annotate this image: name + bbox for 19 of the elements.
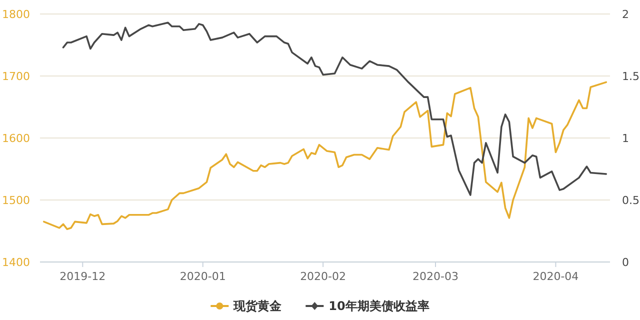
- x-tick-label: 2019-12: [60, 270, 106, 283]
- y-tick-label: 1800: [2, 8, 30, 21]
- y2-tick-label: 0.5: [622, 194, 640, 207]
- y2-tick-label: 1.5: [622, 70, 640, 83]
- legend-label: 10年期美债收益率: [328, 299, 430, 313]
- x-tick-label: 2020-04: [532, 270, 579, 283]
- y-tick-label: 1600: [2, 132, 30, 145]
- x-tick-label: 2020-01: [180, 270, 226, 283]
- y2-tick-label: 2: [622, 8, 629, 21]
- y-tick-label: 1500: [2, 194, 30, 207]
- line-series: [62, 22, 608, 196]
- y-tick-label: 1700: [2, 70, 30, 83]
- legend-label: 现货黄金: [232, 299, 283, 313]
- x-tick-label: 2020-03: [412, 270, 458, 283]
- y2-tick-label: 0: [622, 256, 629, 269]
- y-tick-label: 1400: [2, 256, 30, 269]
- line-series: [42, 81, 608, 230]
- x-tick-label: 2020-02: [300, 270, 346, 283]
- y2-tick-label: 1: [622, 132, 629, 145]
